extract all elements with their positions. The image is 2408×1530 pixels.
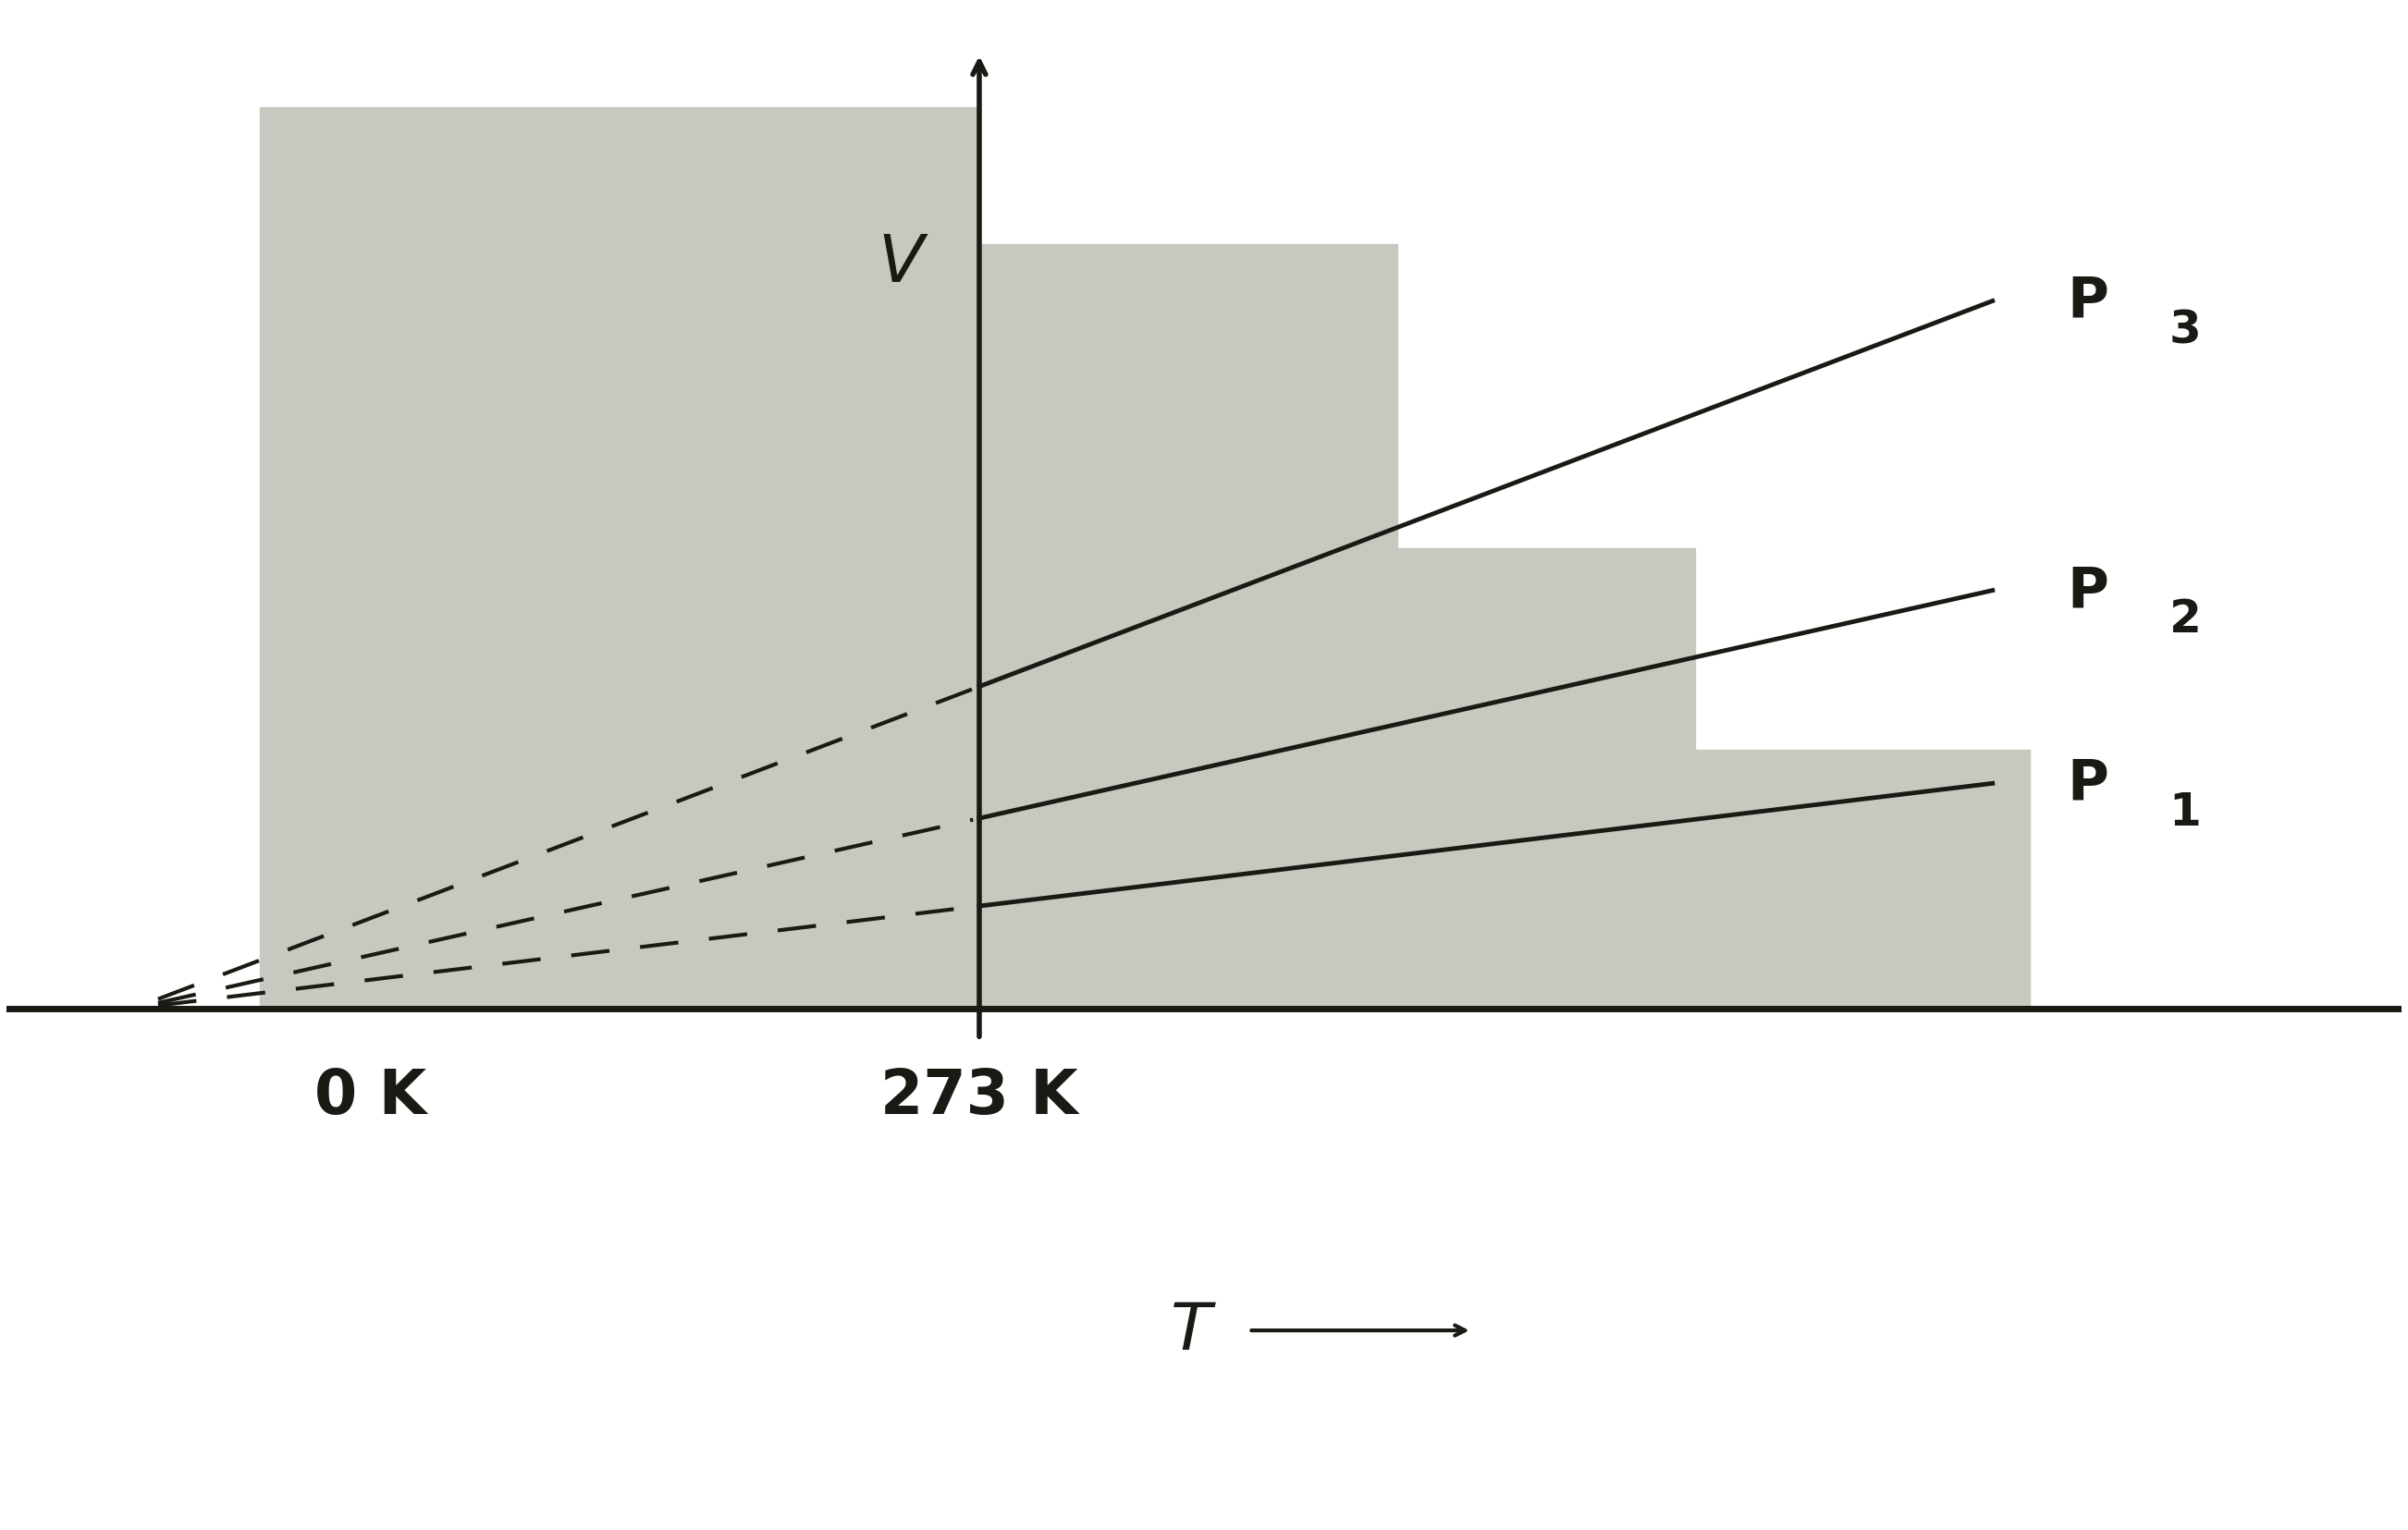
Text: T: T xyxy=(1170,1299,1211,1362)
Text: P: P xyxy=(2066,274,2109,329)
Text: 1: 1 xyxy=(2170,789,2201,834)
Text: 0 K: 0 K xyxy=(313,1065,426,1126)
Text: P: P xyxy=(2066,563,2109,618)
Text: V: V xyxy=(879,233,925,295)
Text: P: P xyxy=(2066,756,2109,811)
Text: 2: 2 xyxy=(2170,597,2201,641)
Text: 3: 3 xyxy=(2170,308,2201,352)
Text: 273 K: 273 K xyxy=(881,1065,1079,1126)
